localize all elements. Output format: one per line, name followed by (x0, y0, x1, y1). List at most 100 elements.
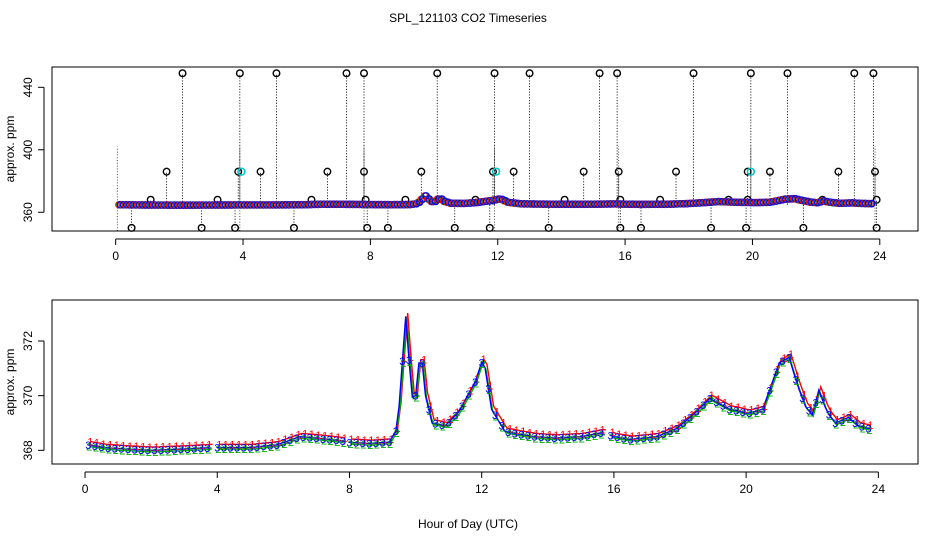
series-2-point: 2 (126, 446, 132, 458)
series-3-point: 3 (786, 352, 792, 364)
series-1-point: 1 (553, 430, 559, 442)
series-1-point: 1 (775, 364, 781, 376)
series-1-point: 1 (302, 429, 308, 441)
series-2-point: 2 (648, 434, 654, 446)
series-1-point: 1 (296, 430, 302, 442)
series-1-point: 1 (801, 390, 807, 402)
series-3-point: 3 (584, 430, 590, 442)
series-3-point: 3 (492, 410, 498, 422)
series-2-line (218, 437, 345, 450)
series-2-point: 2 (747, 410, 753, 422)
series-3-point: 3 (198, 443, 204, 455)
series-1-point: 1 (206, 439, 212, 451)
series-3-point: 3 (399, 356, 405, 368)
series-2-point: 2 (93, 443, 99, 455)
series-1-point: 1 (114, 440, 120, 452)
series-2-point: 2 (480, 359, 486, 371)
series-2-point: 2 (113, 445, 119, 457)
series-2-point: 2 (741, 409, 747, 421)
series-2-point: 2 (794, 376, 800, 388)
series-3-point: 3 (214, 443, 220, 455)
series-1-line (219, 432, 346, 445)
series-3-point: 3 (647, 432, 653, 444)
series-3-point: 3 (85, 440, 91, 452)
spike-marker (342, 69, 351, 78)
series-1-point: 1 (236, 439, 242, 451)
series-2-point: 2 (100, 444, 106, 456)
series-3-point: 3 (105, 443, 111, 455)
series-1-point: 1 (735, 402, 741, 414)
series-2-point: 2 (599, 430, 605, 442)
series-3-point: 3 (125, 444, 131, 456)
series-3-point: 3 (746, 408, 752, 420)
spike-marker (850, 69, 859, 78)
series-2-point: 2 (440, 422, 446, 434)
series-3-point: 3 (538, 432, 544, 444)
series-1-point: 1 (676, 420, 682, 432)
series-3-point: 3 (608, 430, 614, 442)
series-1-point: 1 (669, 423, 675, 435)
series-1-point: 1 (348, 434, 354, 446)
series-3-point: 3 (158, 445, 164, 457)
bottom-xtick-label: 12 (475, 482, 489, 496)
series-2-point: 2 (400, 358, 406, 370)
series-2-point: 2 (566, 434, 572, 446)
series-3-point: 3 (327, 434, 333, 446)
series-1-point: 1 (494, 407, 500, 419)
spike-marker (765, 167, 774, 176)
spike-marker (360, 167, 369, 176)
series-2-point: 2 (833, 420, 839, 432)
series-1-line (90, 440, 213, 448)
series-2-point: 2 (592, 431, 598, 443)
series-1-point: 1 (329, 431, 335, 443)
series-3-point: 3 (280, 438, 286, 450)
series-2-point: 2 (813, 399, 819, 411)
series-3-point: 3 (707, 393, 713, 405)
series-1-point: 1 (256, 439, 262, 451)
series-1-point: 1 (216, 439, 222, 451)
series-3-point: 3 (753, 406, 759, 418)
series-3-point: 3 (865, 423, 871, 435)
series-3-point: 3 (99, 442, 105, 454)
series-3-point: 3 (740, 407, 746, 419)
series-1-point: 1 (534, 428, 540, 440)
series-3-point: 3 (806, 406, 812, 418)
series-2-point: 2 (347, 439, 353, 451)
series-3-line (349, 316, 605, 445)
bottom-ylabel: approx. ppm (3, 349, 17, 416)
series-1-point: 1 (249, 439, 255, 451)
series-3-point: 3 (165, 445, 171, 457)
series-3-point: 3 (333, 435, 339, 447)
spike-marker (672, 167, 681, 176)
series-2-point: 2 (642, 435, 648, 447)
series-3-point: 3 (446, 417, 452, 429)
series-1-point: 1 (381, 434, 387, 446)
series-2-point: 2 (460, 403, 466, 415)
series-3-point: 3 (221, 443, 227, 455)
series-2-point: 2 (655, 433, 661, 445)
series-3-point: 3 (92, 441, 98, 453)
series-2-point: 2 (820, 396, 826, 408)
series-1-point: 1 (147, 442, 153, 454)
spike-marker (871, 167, 880, 176)
spike-marker (834, 167, 843, 176)
series-3-point: 3 (227, 443, 233, 455)
series-3-point: 3 (525, 431, 531, 443)
spike-marker (488, 167, 497, 176)
series-1-point: 1 (120, 440, 126, 452)
series-1-point: 1 (160, 442, 166, 454)
series-3-point: 3 (498, 421, 504, 433)
series-3-line (217, 435, 344, 449)
bottom-xtick-label: 24 (872, 482, 886, 496)
series-2-point: 2 (179, 446, 185, 458)
spike-marker (433, 69, 442, 78)
series-3-point: 3 (667, 426, 673, 438)
series-2-point: 2 (701, 402, 707, 414)
series-1-point: 1 (520, 426, 526, 438)
series-2-point: 2 (847, 414, 853, 426)
spike-marker (746, 69, 755, 78)
cyan-marker (746, 167, 756, 176)
series-1-point: 1 (481, 354, 487, 366)
series-2-point: 2 (628, 436, 634, 448)
series-3-point: 3 (551, 433, 557, 445)
